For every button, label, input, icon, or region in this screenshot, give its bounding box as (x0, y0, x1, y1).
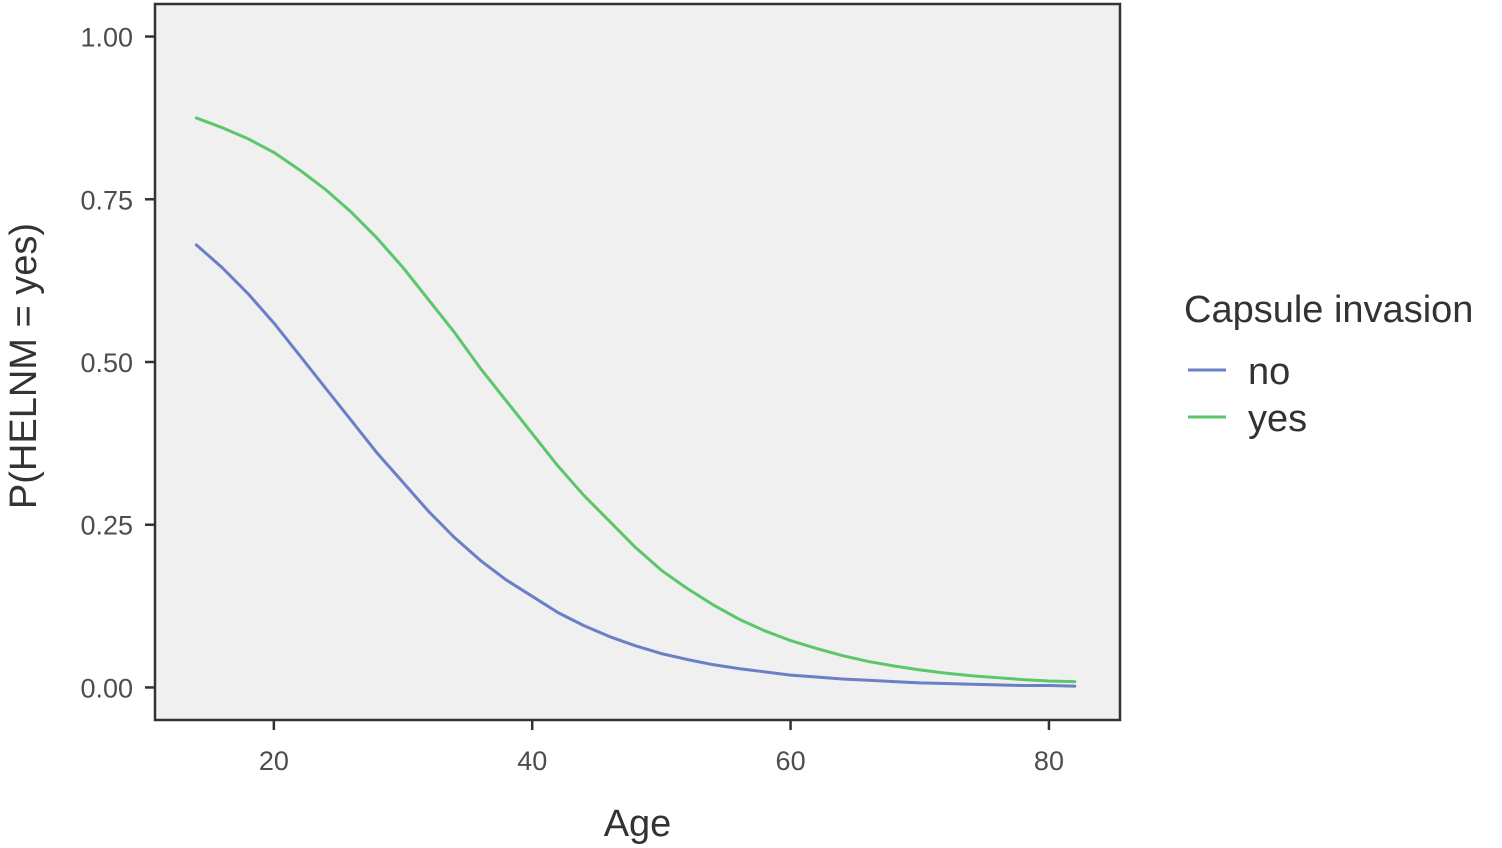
y-tick-label: 1.00 (80, 23, 133, 53)
x-tick-label: 20 (259, 746, 289, 776)
series-line-no (194, 243, 1077, 688)
x-axis: 20 40 60 80 (259, 720, 1064, 776)
legend-label-yes: yes (1248, 398, 1307, 440)
x-tick-label: 80 (1034, 746, 1064, 776)
x-axis-title: Age (604, 803, 672, 845)
y-tick-label: 0.25 (80, 511, 133, 541)
y-tick-label: 0.75 (80, 185, 133, 215)
y-tick-label: 0.00 (80, 673, 133, 703)
x-tick-label: 40 (517, 746, 547, 776)
y-axis-title: P(HELNM = yes) (3, 223, 45, 509)
legend-title: Capsule invasion (1184, 289, 1473, 331)
legend: Capsule invasion no yes (1184, 289, 1473, 440)
x-tick-label: 60 (776, 746, 806, 776)
y-tick-label: 0.50 (80, 348, 133, 378)
series-line-yes (194, 116, 1077, 684)
plot-panel (153, 2, 1122, 722)
legend-label-no: no (1248, 351, 1290, 393)
y-axis: 0.00 0.25 0.50 0.75 1.00 (80, 23, 155, 703)
series-layer (194, 116, 1077, 688)
